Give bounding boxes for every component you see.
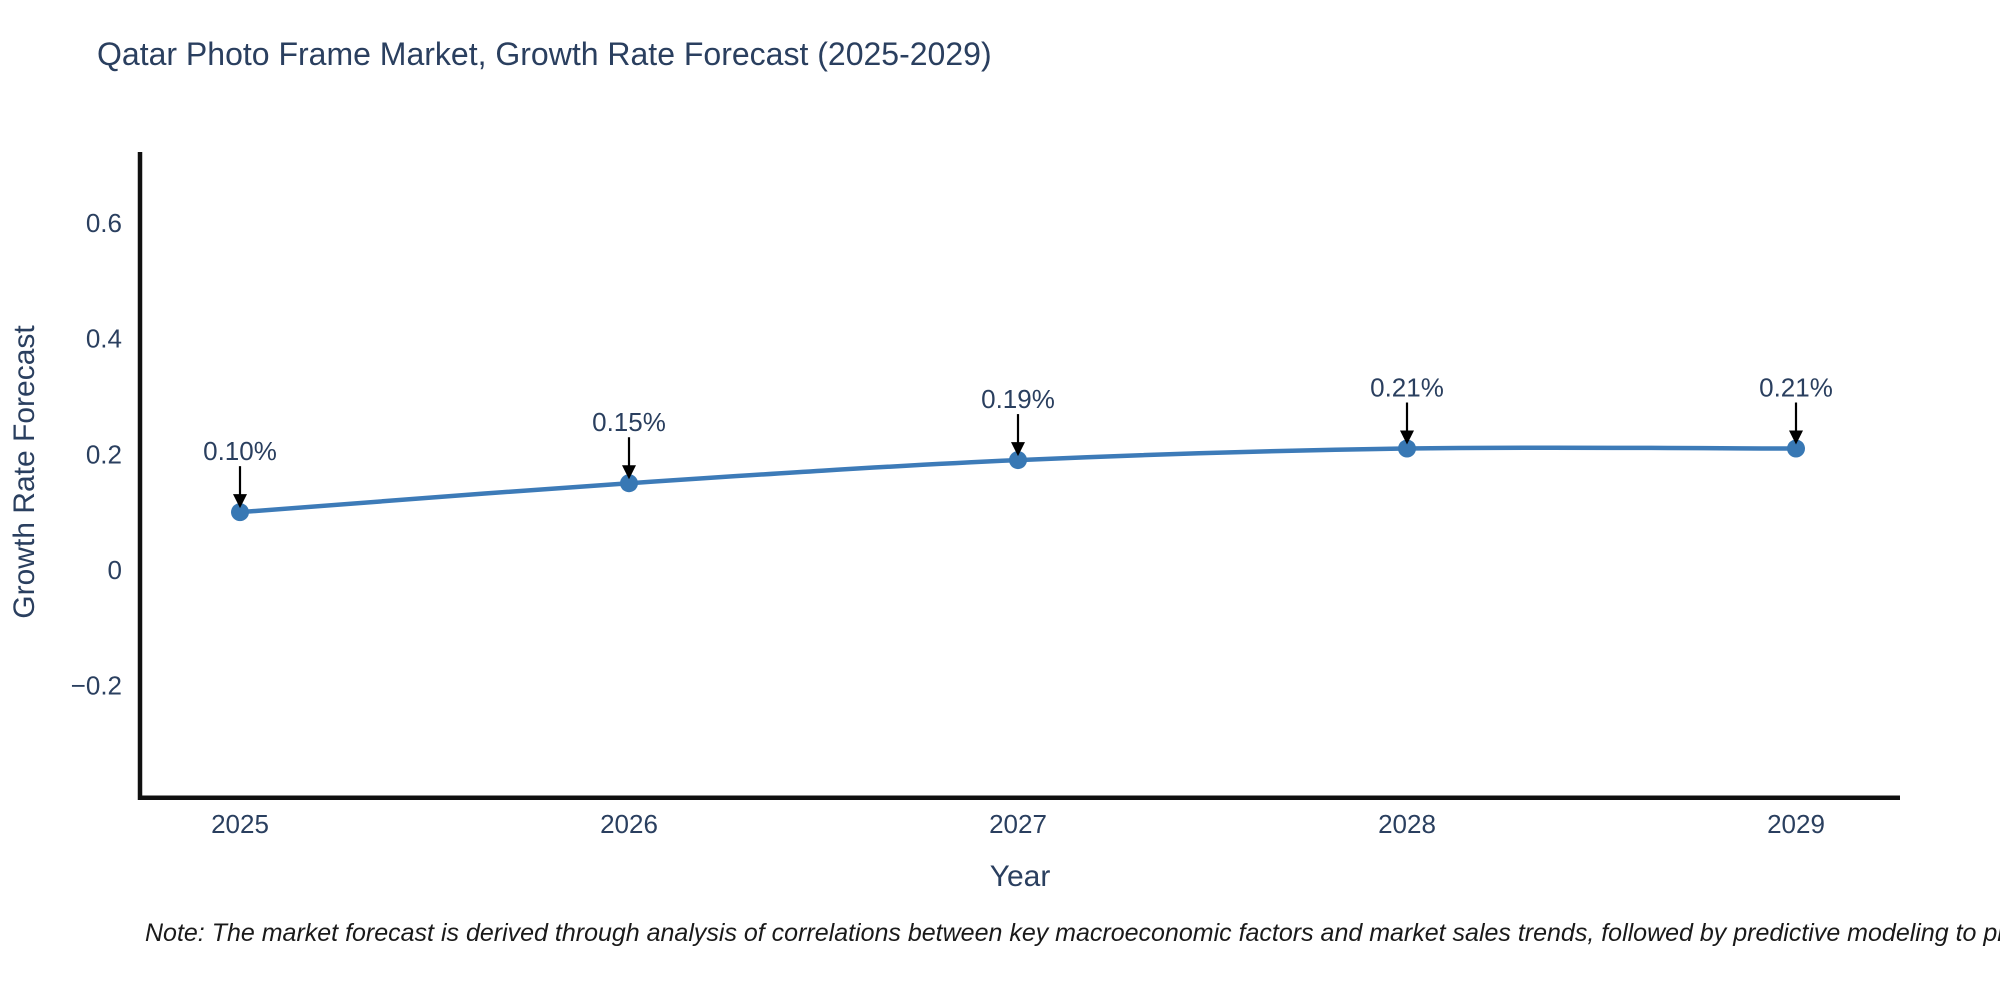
x-axis-title: Year bbox=[989, 860, 1051, 893]
data-point bbox=[1009, 451, 1027, 470]
x-axis-tick-label: 2028 bbox=[1378, 809, 1436, 839]
y-axis-tick-label: 0.6 bbox=[86, 208, 122, 238]
y-axis-tick-label: −0.2 bbox=[71, 671, 122, 701]
annotation-label: 0.19% bbox=[981, 384, 1055, 414]
data-point bbox=[620, 474, 638, 493]
data-point bbox=[1398, 439, 1416, 458]
annotation-arrowhead bbox=[622, 465, 636, 480]
data-point bbox=[1787, 439, 1805, 458]
annotation-label: 0.21% bbox=[1370, 373, 1444, 403]
x-axis-tick-label: 2025 bbox=[211, 809, 269, 839]
y-axis-tick-label: 0 bbox=[108, 555, 122, 585]
annotation-arrowhead bbox=[1789, 430, 1803, 445]
y-axis-tick-label: 0.4 bbox=[86, 324, 122, 354]
annotation-label: 0.15% bbox=[592, 407, 666, 437]
x-axis-tick-label: 2029 bbox=[1767, 809, 1825, 839]
annotation-arrowhead bbox=[1400, 430, 1414, 445]
y-axis-tick-label: 0.2 bbox=[86, 439, 122, 469]
x-axis-tick-label: 2026 bbox=[600, 809, 658, 839]
data-point bbox=[231, 503, 249, 522]
annotation-arrowhead bbox=[1011, 442, 1025, 457]
annotation-label: 0.21% bbox=[1759, 373, 1833, 403]
annotation-arrowhead bbox=[233, 494, 247, 509]
x-axis-tick-label: 2027 bbox=[989, 809, 1047, 839]
footnote: Note: The market forecast is derived thr… bbox=[145, 919, 2000, 947]
annotation-label: 0.10% bbox=[203, 436, 277, 466]
axis-spines bbox=[137, 152, 1900, 800]
chart-title: Qatar Photo Frame Market, Growth Rate Fo… bbox=[97, 36, 992, 72]
